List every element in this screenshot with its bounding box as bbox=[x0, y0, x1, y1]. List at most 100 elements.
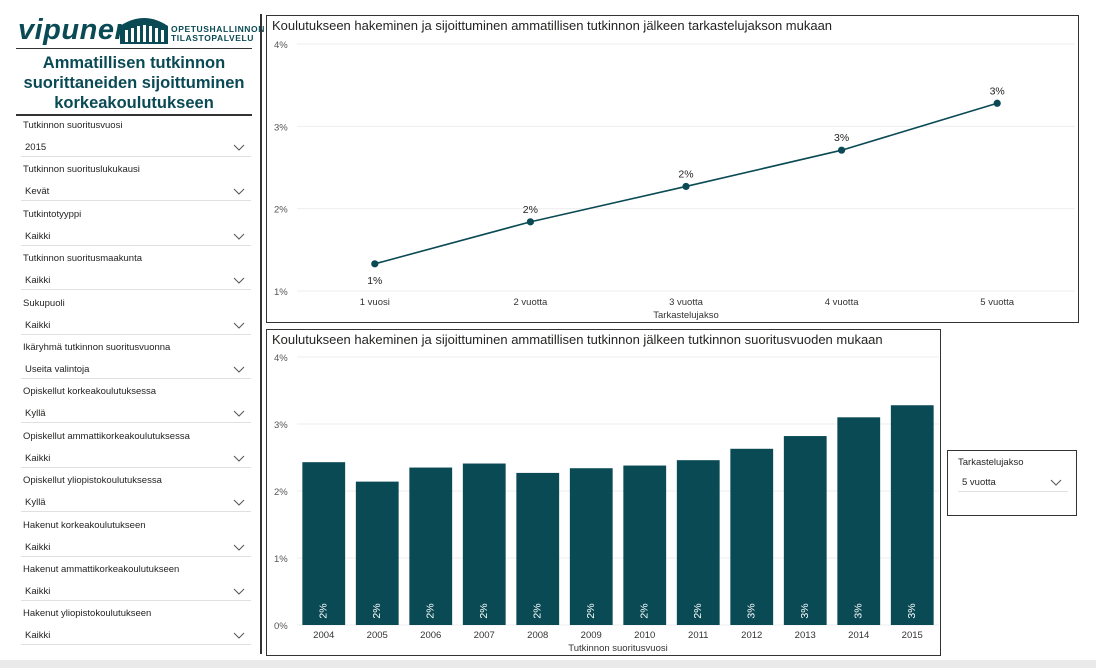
line-chart: 1% 2% 3% 4% 1% 1 vuosi 2% 2 vuotta 2% 3 vuotta 3% 4… bbox=[274, 40, 1075, 321]
filter-value: Kaikki bbox=[25, 230, 51, 242]
bar[interactable] bbox=[462, 463, 506, 625]
data-point[interactable] bbox=[838, 146, 846, 154]
bar-chart-title: Koulutukseen hakeminen ja sijoittuminen … bbox=[272, 332, 883, 347]
chevron-down-icon bbox=[1050, 479, 1062, 486]
chevron-down-icon bbox=[233, 499, 245, 506]
data-point[interactable] bbox=[526, 218, 534, 226]
x-tick-label: 2011 bbox=[688, 630, 708, 641]
data-label: 2% bbox=[532, 603, 544, 618]
filter-dropdown[interactable]: 2015 bbox=[21, 138, 251, 157]
vipunen-logo: vipunen OPETUSHALLINNON TILASTOPALVELU bbox=[16, 10, 264, 48]
chevron-down-icon bbox=[233, 233, 245, 240]
filter-value: Kaikki bbox=[25, 586, 51, 597]
data-label: 2% bbox=[478, 603, 490, 618]
page-title: Ammatillisen tutkinnon suorittaneiden si… bbox=[16, 53, 252, 113]
period-dropdown[interactable]: 5 vuotta bbox=[958, 473, 1068, 492]
page-title-line: Ammatillisen tutkinnon bbox=[42, 54, 226, 72]
filter-value: 2015 bbox=[25, 142, 47, 153]
chevron-down-icon bbox=[233, 189, 245, 196]
filter-value: Kevät bbox=[25, 186, 50, 198]
x-tick-label: 2014 bbox=[848, 630, 869, 641]
y-tick-label: 3% bbox=[274, 420, 288, 431]
x-tick-label: 5 vuotta bbox=[980, 297, 1015, 308]
chevron-down-icon bbox=[233, 455, 245, 462]
chevron-down-icon bbox=[233, 144, 245, 151]
filter-dropdown[interactable]: Kevät bbox=[21, 182, 251, 202]
filter-dropdown[interactable]: Kyllä bbox=[21, 404, 251, 424]
bar[interactable] bbox=[623, 465, 667, 625]
building-icon bbox=[120, 18, 168, 44]
filter-value: Kyllä bbox=[25, 497, 46, 509]
data-label: 2% bbox=[585, 603, 597, 618]
chevron-down-icon bbox=[233, 588, 245, 595]
data-label: 1% bbox=[367, 275, 382, 287]
y-tick-label: 2% bbox=[274, 205, 288, 216]
filter-dropdown[interactable]: Kaikki bbox=[21, 448, 251, 468]
filter-dropdown[interactable]: Kaikki bbox=[21, 226, 251, 246]
y-tick-label: 1% bbox=[274, 554, 288, 565]
filter-value: Kaikki bbox=[25, 319, 51, 331]
page-title-line: suorittaneiden sijoittuminen bbox=[23, 74, 245, 92]
y-tick-label: 4% bbox=[274, 40, 288, 51]
divider bbox=[16, 48, 252, 49]
data-label: 2% bbox=[692, 603, 704, 618]
filter-label: Ikäryhmä tutkinnon suoritusvuonna bbox=[23, 342, 171, 353]
bar[interactable] bbox=[569, 468, 613, 625]
sidebar: vipunen OPETUSHALLINNON TILASTOPALVELU A… bbox=[16, 8, 264, 656]
bar[interactable] bbox=[676, 460, 720, 625]
filter-value: Kaikki bbox=[25, 275, 51, 287]
filter-dropdown[interactable]: Kaikki bbox=[21, 626, 251, 646]
line-chart-visual[interactable]: Koulutukseen hakeminen ja sijoittuminen … bbox=[266, 15, 1079, 323]
data-label: 3% bbox=[906, 603, 918, 618]
filter-dropdown[interactable]: Kaikki bbox=[21, 315, 251, 335]
filter-dropdown[interactable]: Kaikki bbox=[21, 537, 251, 557]
logo-org-line2: TILASTOPALVELU bbox=[171, 33, 255, 43]
filter-label: Hakenut ammattikorkeakoulutukseen bbox=[23, 564, 180, 575]
data-point[interactable] bbox=[371, 260, 379, 268]
x-axis-label: Tarkastelujakso bbox=[653, 310, 718, 321]
filter-label: Hakenut yliopistokoulutukseen bbox=[23, 608, 152, 620]
filter-label: Tutkinnon suoritusmaakunta bbox=[23, 253, 142, 265]
data-label: 2% bbox=[425, 603, 437, 618]
divider bbox=[260, 14, 262, 654]
bar-chart-visual[interactable]: Koulutukseen hakeminen ja sijoittuminen … bbox=[266, 329, 941, 656]
x-tick-label: 2006 bbox=[420, 630, 441, 641]
x-tick-label: 4 vuotta bbox=[825, 297, 860, 308]
chevron-down-icon bbox=[233, 544, 245, 551]
data-label: 2% bbox=[371, 603, 383, 618]
data-point[interactable] bbox=[682, 182, 690, 191]
x-tick-label: 3 vuotta bbox=[669, 297, 704, 308]
data-label: 2% bbox=[639, 603, 651, 618]
filter-dropdown[interactable]: Kaikki bbox=[21, 271, 251, 291]
page-footer-bar bbox=[0, 660, 1096, 668]
filter-label: Tutkinnon suoritusvuosi bbox=[23, 120, 123, 131]
filter-label: Tutkintotyyppi bbox=[23, 208, 82, 220]
filter-value: Kaikki bbox=[25, 452, 51, 464]
x-tick-label: 2004 bbox=[313, 630, 334, 641]
bar[interactable] bbox=[890, 405, 934, 625]
filter-dropdown[interactable]: Useita valintoja bbox=[21, 360, 251, 379]
bar[interactable] bbox=[837, 417, 881, 625]
x-tick-label: 2007 bbox=[474, 630, 495, 641]
filter-label: Hakenut korkeakoulutukseen bbox=[23, 519, 146, 531]
bar[interactable] bbox=[730, 448, 774, 625]
data-label: 3% bbox=[799, 603, 811, 618]
chevron-down-icon bbox=[233, 411, 245, 418]
period-dropdown-value: 5 vuotta bbox=[962, 477, 996, 488]
filter-label: Opiskellut yliopistokoulutuksessa bbox=[23, 475, 162, 487]
data-point[interactable] bbox=[993, 99, 1001, 107]
bar[interactable] bbox=[783, 436, 827, 625]
filter-label: Tutkinnon suorituslukukausi bbox=[23, 164, 140, 176]
bar[interactable] bbox=[409, 467, 453, 625]
divider bbox=[16, 114, 252, 116]
data-label: 2% bbox=[678, 168, 693, 180]
x-axis-label: Tutkinnon suoritusvuosi bbox=[568, 643, 667, 654]
chevron-down-icon bbox=[233, 366, 245, 373]
bar[interactable] bbox=[302, 462, 346, 625]
filter-dropdown[interactable]: Kyllä bbox=[21, 493, 251, 513]
filter-dropdown[interactable]: Kaikki bbox=[21, 582, 251, 601]
chevron-down-icon bbox=[233, 322, 245, 329]
bar[interactable] bbox=[516, 472, 560, 625]
bar[interactable] bbox=[355, 481, 399, 625]
